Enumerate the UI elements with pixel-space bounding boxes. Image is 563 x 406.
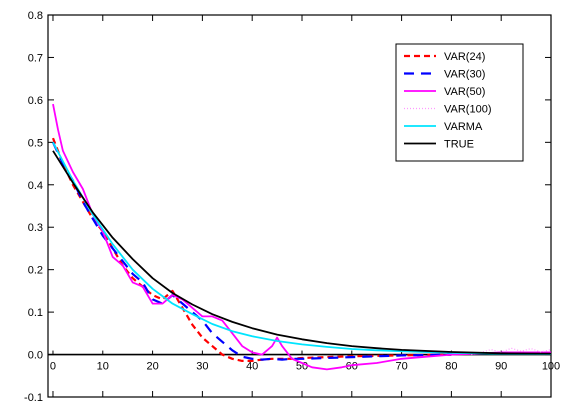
legend-label: VAR(24) (444, 51, 485, 63)
legend: VAR(24) VAR(30) VAR(50) VAR(100) VARMA TRUE (395, 43, 524, 162)
y-tick-label: -0.1 (24, 392, 43, 404)
x-tick-label: 40 (246, 361, 258, 373)
y-tick-label: 0.5 (28, 137, 43, 149)
series-line-varma (52, 141, 552, 355)
series-line-var-30 (52, 141, 452, 361)
series-line-var-50 (52, 103, 551, 371)
series-line-true (52, 150, 552, 355)
y-axis: -0.1 0.0 0.1 0.2 0.3 0.4 0.5 0.6 0.7 0.8 (24, 10, 551, 404)
y-tick-label: 0.7 (28, 52, 43, 64)
y-tick-label: 0.3 (28, 222, 43, 234)
y-tick-label: 0.0 (28, 350, 43, 362)
x-tick-label: 0 (50, 361, 56, 373)
legend-label: TRUE (444, 139, 474, 151)
x-tick-label: 90 (495, 361, 507, 373)
x-tick-label: 30 (196, 361, 208, 373)
x-tick-label: 80 (445, 361, 457, 373)
series-line-var-100 (471, 347, 552, 356)
x-axis: 0 10 20 30 40 50 60 70 80 90 100 (50, 15, 560, 397)
series-group (51, 103, 552, 371)
legend-label: VARMA (444, 121, 483, 133)
y-tick-label: 0.1 (28, 307, 43, 319)
plot-border (47, 14, 552, 398)
x-tick-label: 10 (97, 361, 109, 373)
y-tick-label: 0.2 (28, 265, 43, 277)
x-tick-label: 70 (395, 361, 407, 373)
legend-label: VAR(100) (444, 104, 491, 116)
x-tick-label: 100 (542, 361, 560, 373)
y-tick-label: 0.6 (28, 95, 43, 107)
legend-label: VAR(50) (444, 86, 485, 98)
legend-box (395, 43, 524, 162)
series-line-var-24 (51, 137, 452, 362)
x-tick-label: 60 (346, 361, 358, 373)
y-tick-label: 0.4 (28, 180, 43, 192)
y-tick-label: 0.8 (28, 10, 43, 22)
legend-label: VAR(30) (444, 69, 485, 81)
plot-frame (47, 14, 552, 398)
x-tick-label: 20 (146, 361, 158, 373)
